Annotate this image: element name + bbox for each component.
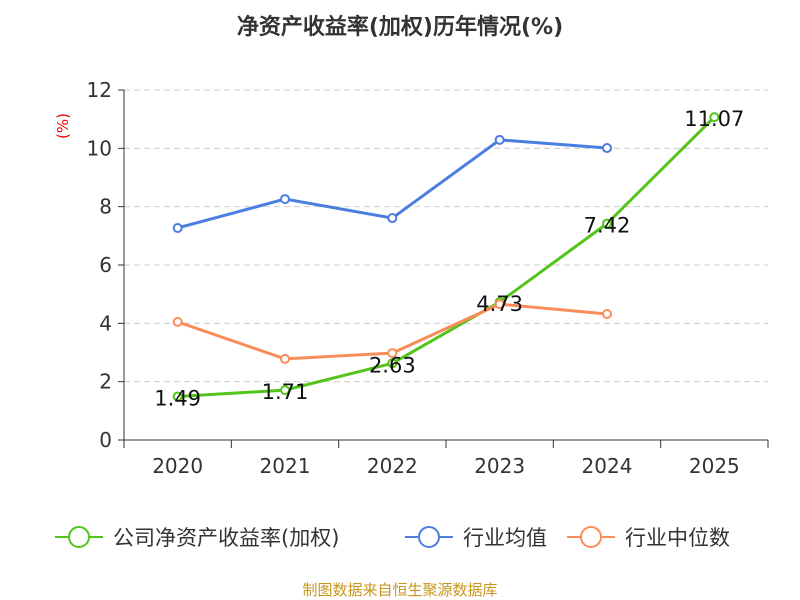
footer-source: 制图数据来自恒生聚源数据库 [302,581,497,599]
x-tick-label: 2024 [582,454,633,478]
data-point [602,143,612,154]
data-point [709,112,720,123]
data-point [494,134,505,145]
chart-title: 净资产收益率(加权)历年情况(%) [237,14,563,40]
data-label: 11.07 [684,107,744,131]
legend-marker [68,526,90,548]
series-line-0 [177,116,716,399]
legend-label: 行业中位数 [625,526,730,550]
y-tick-label: 0 [99,428,112,452]
data-point [172,391,183,402]
legend-marker [580,526,602,548]
data-point [387,348,398,359]
legend-marker [418,526,440,548]
data-point [602,309,612,319]
y-tick-label: 4 [99,311,112,335]
data-label: 7.42 [584,214,631,238]
x-tick-label: 2022 [367,454,418,478]
y-tick-label: 2 [99,370,112,394]
data-point [387,213,398,224]
data-point [494,299,505,310]
y-tick-label: 12 [87,78,112,102]
data-label: 4.73 [476,292,523,316]
legend-label: 公司净资产收益率(加权) [113,526,339,550]
y-tick-label: 8 [99,195,112,219]
y-axis-label: (%) [54,113,72,139]
data-label: 2.63 [369,353,416,377]
data-label: 1.49 [154,387,201,411]
x-tick-label: 2023 [474,454,525,478]
legend-label: 行业均值 [463,526,547,550]
data-label: 1.71 [262,380,309,404]
data-point [280,194,290,205]
data-point [172,222,183,233]
x-tick-label: 2020 [152,454,203,478]
data-point [280,385,290,396]
data-point [602,218,612,229]
data-point [280,353,290,364]
data-point [387,358,398,369]
y-tick-label: 6 [99,253,112,277]
x-tick-label: 2021 [260,454,311,478]
x-tick-label: 2025 [689,454,740,478]
y-tick-label: 10 [87,136,112,160]
data-point [172,316,183,327]
